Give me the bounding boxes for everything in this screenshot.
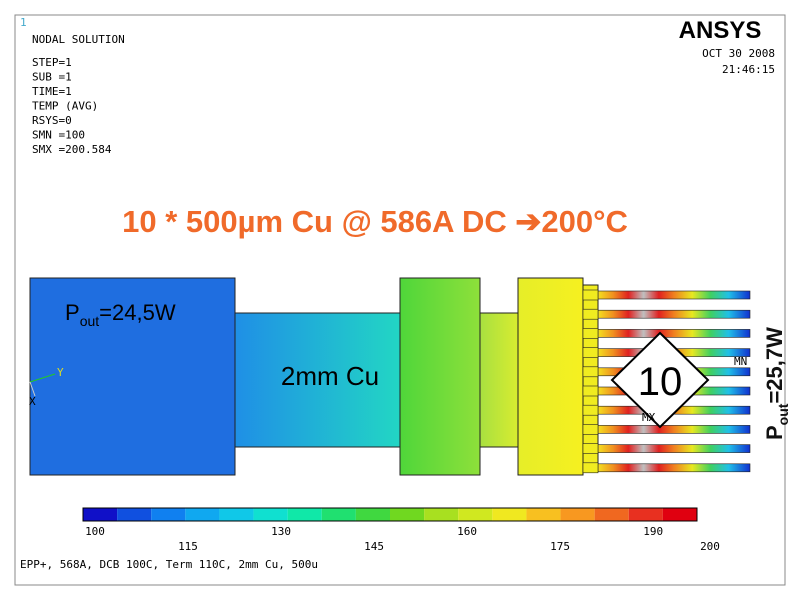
neck-label: 2mm Cu <box>281 361 379 391</box>
legend-swatch <box>219 508 254 521</box>
p-right: Pout=25,7W <box>762 327 791 440</box>
legend-swatch <box>458 508 493 521</box>
wire <box>597 425 751 434</box>
count-label: 10 <box>638 360 683 404</box>
legend-label: 145 <box>364 540 384 553</box>
legend-swatch <box>526 508 561 521</box>
logo: ANSYS <box>679 17 762 44</box>
comb-tooth <box>582 347 599 358</box>
neck-middle <box>479 312 519 448</box>
sub: out <box>775 403 791 425</box>
diamond <box>610 331 710 429</box>
legend-label: 100 <box>85 525 105 538</box>
legend-swatch <box>594 508 629 521</box>
wire <box>597 309 751 319</box>
date: OCT 30 2008 <box>702 47 775 60</box>
footer: EPP+, 568A, DCB 100C, Term 110C, 2mm Cu,… <box>20 558 318 571</box>
p: P <box>65 300 80 325</box>
legend-swatch <box>253 508 288 521</box>
legend-swatch <box>560 508 595 521</box>
neck-left <box>234 312 401 448</box>
legend-label: 190 <box>643 525 663 538</box>
wire <box>597 444 751 453</box>
legend-border <box>82 507 698 522</box>
title: 10 * 500µm Cu @ 586A DC ➔200°C <box>122 204 628 239</box>
sub: out <box>80 313 100 329</box>
legend-label: 130 <box>271 525 291 538</box>
legend-label: 115 <box>178 540 198 553</box>
legend-swatch <box>662 508 697 521</box>
wire <box>597 463 751 473</box>
axis-x-label: X <box>29 395 36 408</box>
time: 21:46:15 <box>722 63 775 76</box>
header-line: RSYS=0 <box>32 114 72 127</box>
header-line: NODAL SOLUTION <box>32 33 125 46</box>
axis-x <box>29 381 36 397</box>
wire <box>597 290 751 300</box>
p: P <box>762 425 787 440</box>
block-left <box>29 277 236 476</box>
header-line: SMX =200.584 <box>32 143 112 156</box>
comb-tooth <box>582 385 599 397</box>
legend-swatch <box>492 508 527 521</box>
legend-swatch <box>424 508 459 521</box>
comb-tooth <box>582 462 599 474</box>
legend-swatch <box>83 508 118 521</box>
header-line: TIME=1 <box>32 85 72 98</box>
rest: =24,5W <box>99 300 176 325</box>
window-number: 1 <box>20 16 27 29</box>
legend-swatch <box>628 508 663 521</box>
legend-swatch <box>287 508 322 521</box>
rest: =25,7W <box>762 327 787 404</box>
legend-label: 200 <box>700 540 720 553</box>
wire <box>597 329 751 338</box>
comb-tooth <box>582 308 599 320</box>
legend-swatch <box>355 508 390 521</box>
block-right <box>517 277 584 476</box>
axis-y <box>29 373 56 383</box>
header-line: SUB =1 <box>32 71 72 84</box>
mx-label: MX <box>642 411 656 424</box>
header-line: SMN =100 <box>32 129 85 142</box>
header-line: STEP=1 <box>32 56 72 69</box>
comb-tooth <box>582 366 599 378</box>
comb-tooth <box>582 424 599 435</box>
header-line: TEMP (AVG) <box>32 100 98 113</box>
legend-swatch <box>185 508 220 521</box>
comb-tooth <box>582 404 599 416</box>
axis-y-label: Y <box>57 366 64 379</box>
legend-label: 175 <box>550 540 570 553</box>
legend-swatch <box>151 508 186 521</box>
block-middle <box>399 277 481 476</box>
legend-swatch <box>117 508 152 521</box>
legend-swatch <box>321 508 356 521</box>
comb-tooth <box>582 443 599 454</box>
legend-swatch <box>390 508 425 521</box>
comb-tooth <box>582 328 599 339</box>
mn-label: MN <box>734 355 747 368</box>
comb-tooth <box>582 289 599 301</box>
legend-label: 160 <box>457 525 477 538</box>
p-left: Pout=24,5W <box>65 300 176 329</box>
